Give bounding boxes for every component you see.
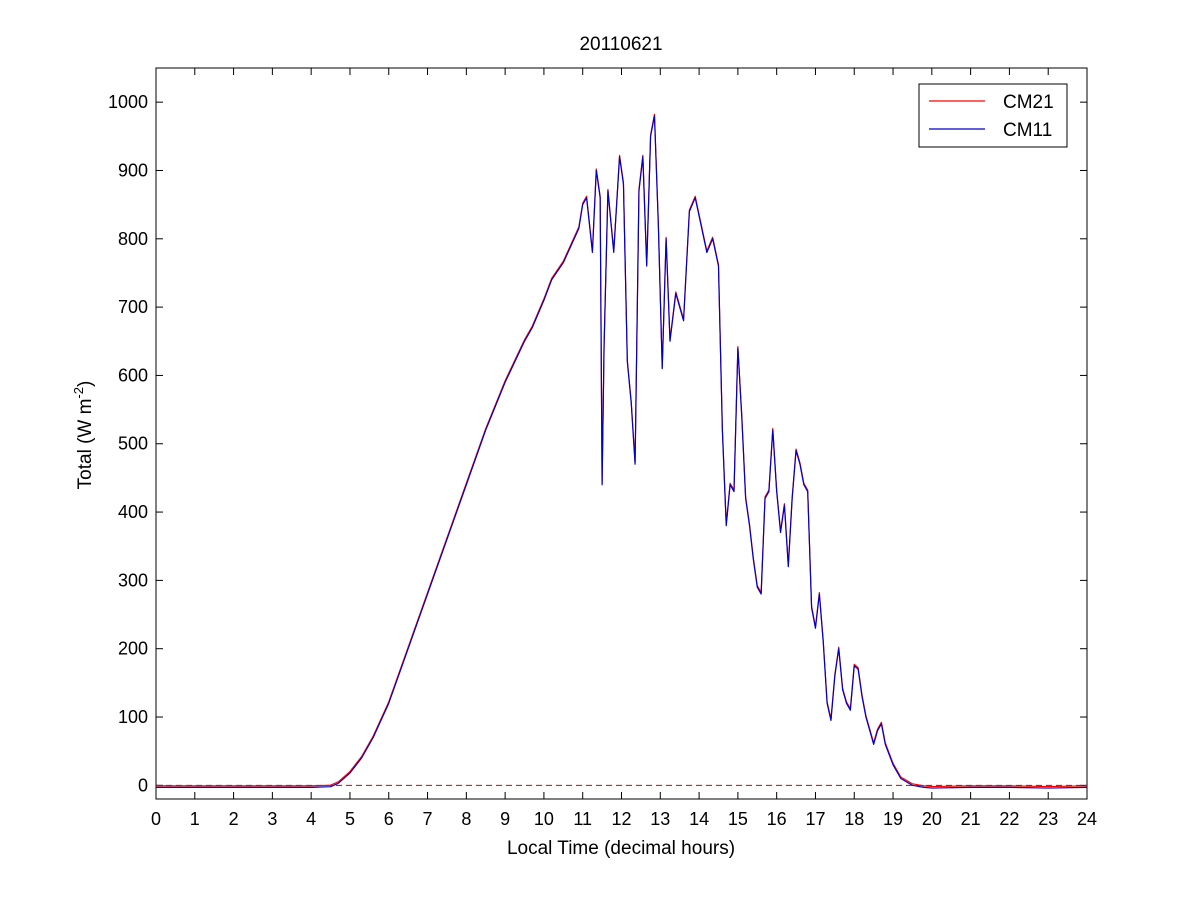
y-axis-title-tail: ): [75, 381, 96, 387]
x-tick-label: 17: [805, 809, 825, 829]
plot-frame: [155, 67, 1088, 800]
chart-title: 20110621: [579, 34, 662, 55]
x-tick-label: 11: [573, 809, 592, 829]
x-tick-label: 15: [728, 809, 748, 829]
legend-box: [918, 83, 1068, 148]
x-tick-label: 14: [689, 809, 709, 829]
x-tick-label: 2: [229, 809, 239, 829]
x-tick-label: 10: [534, 809, 554, 829]
x-tick-label: 12: [611, 809, 631, 829]
x-tick-label: 20: [922, 809, 942, 829]
x-tick-label: 9: [500, 809, 510, 829]
x-tick-label: 1: [190, 809, 200, 829]
x-tick-label: 18: [844, 809, 864, 829]
y-tick-label: 700: [118, 297, 148, 317]
y-tick-label: 100: [118, 707, 148, 727]
y-tick-label: 0: [138, 775, 148, 795]
x-tick-label: 0: [151, 809, 161, 829]
y-tick-label: 400: [118, 502, 148, 522]
y-tick-label: 900: [118, 160, 148, 180]
legend-label: CM21: [1003, 92, 1054, 113]
series-layer: [156, 113, 1088, 789]
y-tick-label: 300: [118, 570, 148, 590]
x-tick-label: 6: [384, 809, 394, 829]
legend: CM21 CM11: [918, 83, 1068, 148]
y-tick-label: 1000: [108, 92, 148, 112]
axis-ticks: 0 1 2 3 4 5 6 7 8 9 10 11 12 13 14 15 16 17 18 19 20 21 22 23 24…: [108, 68, 1097, 829]
x-tick-label: 4: [306, 809, 316, 829]
x-tick-label: 22: [999, 809, 1019, 829]
y-tick-label: 600: [118, 365, 148, 385]
y-axis-title-main: Total (W m: [75, 399, 96, 490]
x-tick-label: 5: [345, 809, 355, 829]
x-tick-label: 3: [267, 809, 277, 829]
y-axis-title: Total (W m-2): [71, 381, 96, 490]
x-tick-label: 21: [961, 809, 981, 829]
legend-label: CM11: [1003, 120, 1052, 141]
x-axis-title: Local Time (decimal hours): [507, 838, 735, 859]
y-tick-label: 800: [118, 229, 148, 249]
x-tick-label: 19: [883, 809, 903, 829]
series-line-cm11: [156, 115, 1088, 789]
x-tick-label: 23: [1038, 809, 1058, 829]
y-tick-label: 200: [118, 639, 148, 659]
x-tick-label: 7: [423, 809, 433, 829]
x-tick-label: 8: [461, 809, 471, 829]
x-tick-label: 16: [767, 809, 787, 829]
x-tick-label: 13: [650, 809, 670, 829]
y-axis-title-superscript: -2: [71, 387, 86, 399]
y-tick-label: 500: [118, 434, 148, 454]
x-tick-label: 24: [1077, 809, 1097, 829]
